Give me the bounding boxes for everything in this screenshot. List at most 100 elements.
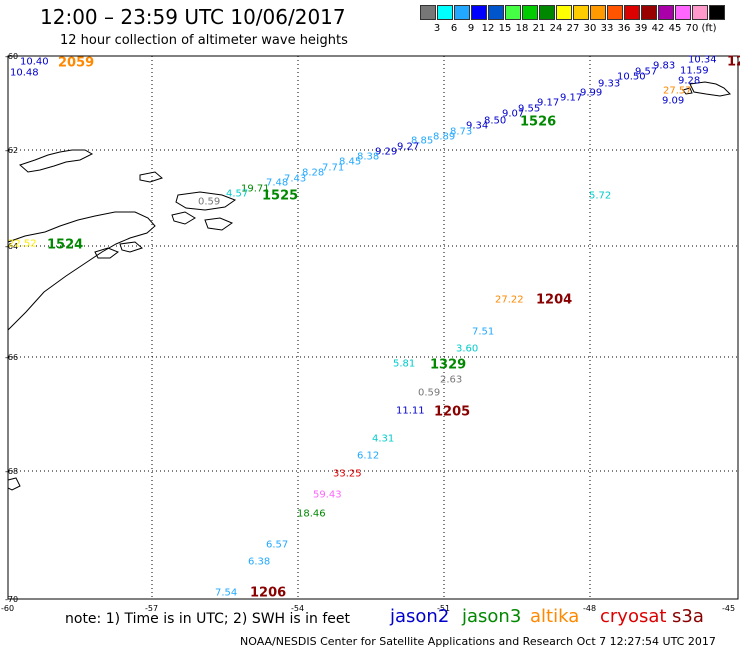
legend-label: 45 — [668, 23, 682, 34]
island-outline — [682, 87, 693, 95]
legend-swatch — [437, 5, 453, 20]
island-outline — [139, 171, 163, 183]
wave-height-label: 8.89 — [433, 132, 455, 143]
wave-height-label: 8.85 — [411, 136, 433, 147]
wave-height-label: 10.48 — [10, 68, 39, 79]
credit-text: NOAA/NESDIS Center for Satellite Applica… — [240, 635, 716, 648]
longitude-label: -48 — [583, 604, 596, 613]
legend-swatch — [624, 5, 640, 20]
legend-swatch — [505, 5, 521, 20]
wave-height-label: 4.31 — [372, 434, 394, 445]
note-text: note: 1) Time is in UTC; 2) SWH is in fe… — [65, 611, 351, 627]
south-orkney-islands — [689, 81, 732, 97]
wave-height-label: 18.46 — [297, 509, 326, 520]
wave-height-label: 11.11 — [396, 406, 425, 417]
wave-height-label: 0.59 — [418, 388, 440, 399]
island-outline — [7, 477, 21, 491]
wave-height-label: 1526 — [520, 115, 556, 130]
legend-swatch — [488, 5, 504, 20]
satellite-label-cryosat: cryosat — [600, 606, 667, 627]
wave-height-label: 7.54 — [215, 588, 237, 599]
latitude-label: -62 — [5, 146, 18, 155]
satellite-label-s3a: s3a — [672, 606, 704, 627]
south-shetland-islands — [19, 149, 94, 173]
wave-height-label: 8.73 — [450, 127, 472, 138]
wave-height-label: 6.12 — [357, 451, 379, 462]
wave-height-label: 1525 — [262, 189, 298, 204]
legend-swatch — [454, 5, 470, 20]
wave-height-label: 5.81 — [393, 359, 415, 370]
legend-label: 42 — [651, 23, 665, 34]
legend-label: 18 — [515, 23, 529, 34]
wave-height-observations: 10.4010.4820591210.349.8311.599.5710.509… — [8, 55, 740, 601]
legend-swatch — [709, 5, 725, 20]
wave-height-label: 27.57 — [663, 86, 692, 97]
map-title: 12:00 – 23:59 UTC 10/06/2017 — [40, 5, 346, 29]
wave-height-label: 9.17 — [560, 93, 582, 104]
longitude-label: -45 — [722, 604, 735, 613]
satellite-label-jason3: jason3 — [462, 606, 522, 627]
island-outline — [171, 211, 196, 225]
legend-label: 24 — [549, 23, 563, 34]
island-outline — [119, 241, 143, 253]
longitude-label: -57 — [145, 604, 158, 613]
wave-height-label: 9.29 — [375, 147, 397, 158]
wave-height-label: 9.83 — [653, 61, 675, 72]
latitude-label: -66 — [5, 353, 18, 362]
legend-swatch — [641, 5, 657, 20]
wave-height-label: 9.34 — [466, 121, 488, 132]
map-subtitle: 12 hour collection of altimeter wave hei… — [60, 33, 348, 48]
wave-height-label: 22.52 — [8, 239, 37, 250]
wave-height-label: 1329 — [430, 358, 466, 373]
legend-label: 21 — [532, 23, 546, 34]
wave-height-label: 7.71 — [322, 163, 344, 174]
wave-height-label: 9.55 — [518, 104, 540, 115]
latitude-label: -64 — [5, 242, 18, 251]
latitude-label: -68 — [5, 467, 18, 476]
legend-label: (ft) — [701, 23, 717, 34]
legend-swatch — [590, 5, 606, 20]
island-outline — [94, 247, 120, 259]
legend-swatch — [522, 5, 538, 20]
graticule: -60-62-64-66-68-70-60 -57 -54 -51 -48 -45 — [1, 52, 738, 613]
wave-height-label: 6.57 — [266, 540, 288, 551]
longitude-label: -54 — [291, 604, 304, 613]
wave-height-label: 5.72 — [589, 191, 611, 202]
longitude-label: -60 — [1, 604, 14, 613]
latitude-label: -60 — [5, 52, 18, 61]
wave-height-label: 12 — [727, 55, 740, 70]
legend-label: 9 — [467, 23, 475, 34]
wave-height-label: 9.99 — [580, 88, 602, 99]
legend-swatch — [692, 5, 708, 20]
wave-height-label: 10.50 — [617, 72, 646, 83]
legend-swatch — [658, 5, 674, 20]
satellite-label-altika: altika — [530, 606, 580, 627]
wave-height-label: 27.22 — [495, 295, 524, 306]
coastline — [7, 81, 732, 491]
legend-swatch — [556, 5, 572, 20]
wave-height-label: 1206 — [250, 586, 286, 601]
wave-height-label: 8.38 — [357, 152, 379, 163]
legend-swatch — [607, 5, 623, 20]
wave-height-label: 1524 — [47, 238, 83, 253]
island-outline — [204, 217, 234, 231]
wave-height-label: 10.40 — [20, 57, 49, 68]
wave-height-label: 9.33 — [598, 79, 620, 90]
wave-height-label: 8.28 — [302, 168, 324, 179]
wave-height-label: 1205 — [434, 405, 470, 420]
wave-height-label: 11.59 — [680, 66, 709, 77]
legend-label: 33 — [600, 23, 614, 34]
wave-height-label: 7.51 — [472, 327, 494, 338]
wave-height-label: 7.43 — [284, 174, 306, 185]
wave-height-label: 9.07 — [502, 109, 524, 120]
wave-height-label: 7.48 — [266, 178, 288, 189]
wave-height-label: 10.34 — [688, 55, 717, 66]
wave-height-label: 2059 — [58, 56, 94, 71]
legend-swatch — [539, 5, 555, 20]
legend-label: 15 — [498, 23, 512, 34]
legend-swatch — [471, 5, 487, 20]
legend-label: 30 — [583, 23, 597, 34]
wave-height-label: 8.50 — [484, 116, 506, 127]
wave-height-label: 59.43 — [313, 490, 342, 501]
